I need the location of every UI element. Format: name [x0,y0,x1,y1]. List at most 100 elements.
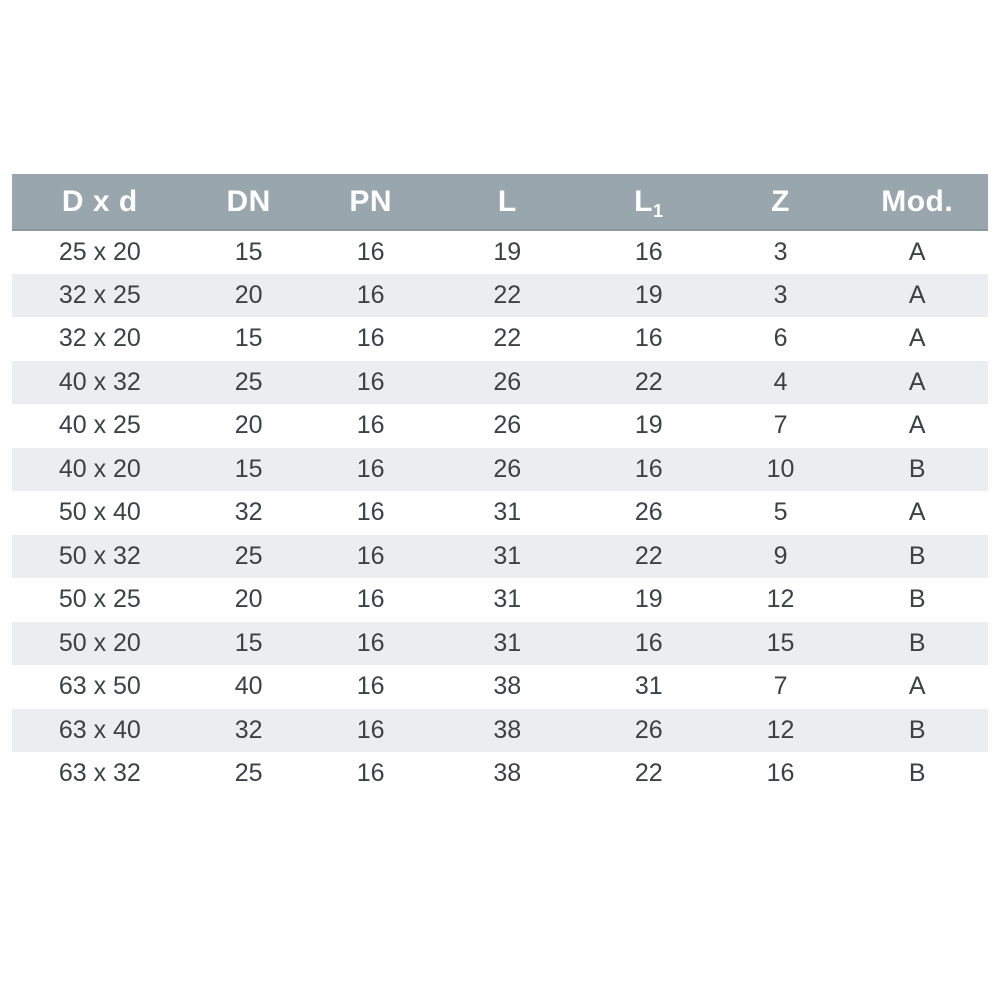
table-cell: 22 [431,273,583,317]
table-cell: 19 [431,230,583,274]
column-header-z: Z [714,174,847,231]
table-cell: 16 [309,621,432,665]
table-row: 50 x 32 25 16 31 22 9 B [12,534,988,578]
table-cell: 63 x 50 [12,665,188,709]
table-cell: 15 [187,230,310,274]
table-row: 32 x 25 20 16 22 19 3 A [12,273,988,317]
table-cell: 6 [714,317,847,361]
table-header-row: D x d DN PN L L1 Z Mod. [12,174,988,231]
column-header-l: L [431,174,583,231]
table-cell: B [846,708,988,752]
table-cell: 31 [582,665,715,709]
table-cell: 15 [187,621,310,665]
table-cell: 32 [187,708,310,752]
table-cell: 32 x 25 [12,273,188,317]
table-cell: B [846,578,988,622]
column-header-dn: DN [187,174,310,231]
table-row: 32 x 20 15 16 22 16 6 A [12,317,988,361]
table-row: 63 x 32 25 16 38 22 16 B [12,752,988,796]
table-row: 25 x 20 15 16 19 16 3 A [12,230,988,274]
table-cell: 16 [309,708,432,752]
table-cell: 40 x 25 [12,404,188,448]
spec-table: D x d DN PN L L1 Z Mod. 25 x 20 15 16 19 16 3 A 32 x … [12,174,988,796]
table-cell: 31 [431,491,583,535]
table-cell: 26 [431,447,583,491]
table-cell: A [846,491,988,535]
table-cell: 20 [187,273,310,317]
table-cell: 50 x 25 [12,578,188,622]
table-cell: 16 [309,534,432,578]
table-cell: 15 [187,317,310,361]
table-cell: 50 x 32 [12,534,188,578]
table-cell: 31 [431,578,583,622]
table-cell: 12 [714,578,847,622]
table-cell: A [846,230,988,274]
table-cell: 26 [431,404,583,448]
table-cell: B [846,621,988,665]
table-cell: 26 [431,360,583,404]
table-cell: 9 [714,534,847,578]
table-cell: B [846,752,988,796]
table-cell: 31 [431,534,583,578]
table-cell: A [846,273,988,317]
table-cell: 16 [309,230,432,274]
table-cell: 3 [714,273,847,317]
table-cell: 38 [431,752,583,796]
table-cell: 22 [582,360,715,404]
table-cell: 16 [582,621,715,665]
table-row: 50 x 25 20 16 31 19 12 B [12,578,988,622]
table-cell: 38 [431,665,583,709]
table-cell: 25 [187,752,310,796]
table-cell: 16 [309,404,432,448]
table-row: 40 x 32 25 16 26 22 4 A [12,360,988,404]
column-header-mod: Mod. [846,174,988,231]
table-cell: 16 [309,752,432,796]
table-cell: 26 [582,708,715,752]
table-cell: 19 [582,578,715,622]
table-cell: A [846,360,988,404]
table-cell: 40 [187,665,310,709]
table-cell: 25 [187,360,310,404]
table-cell: 19 [582,273,715,317]
table-cell: 16 [309,578,432,622]
table-cell: 63 x 40 [12,708,188,752]
table-cell: 50 x 40 [12,491,188,535]
table-cell: 32 x 20 [12,317,188,361]
table-cell: 5 [714,491,847,535]
table-cell: 25 [187,534,310,578]
table-cell: 40 x 32 [12,360,188,404]
table-cell: A [846,665,988,709]
table-cell: 16 [309,491,432,535]
column-header-subscript: 1 [652,200,664,221]
table-row: 40 x 20 15 16 26 16 10 B [12,447,988,491]
table-cell: 25 x 20 [12,230,188,274]
table-cell: 16 [582,447,715,491]
table-cell: 31 [431,621,583,665]
table-cell: 10 [714,447,847,491]
spec-table-container: D x d DN PN L L1 Z Mod. 25 x 20 15 16 19 16 3 A 32 x … [12,174,988,796]
table-cell: 22 [582,752,715,796]
table-row: 40 x 25 20 16 26 19 7 A [12,404,988,448]
table-cell: 16 [714,752,847,796]
table-cell: 4 [714,360,847,404]
table-cell: 16 [309,447,432,491]
table-cell: A [846,404,988,448]
table-cell: 40 x 20 [12,447,188,491]
table-row: 63 x 50 40 16 38 31 7 A [12,665,988,709]
table-cell: 16 [582,230,715,274]
table-cell: 26 [582,491,715,535]
table-cell: 15 [187,447,310,491]
column-header-d-x-d: D x d [12,174,188,231]
table-row: 63 x 40 32 16 38 26 12 B [12,708,988,752]
table-cell: 15 [714,621,847,665]
table-cell: 12 [714,708,847,752]
table-row: 50 x 20 15 16 31 16 15 B [12,621,988,665]
table-cell: 7 [714,665,847,709]
table-cell: B [846,534,988,578]
table-cell: 19 [582,404,715,448]
column-header-l: L1 [582,174,715,231]
table-cell: 16 [309,273,432,317]
table-cell: 3 [714,230,847,274]
table-row: 50 x 40 32 16 31 26 5 A [12,491,988,535]
table-cell: 20 [187,404,310,448]
